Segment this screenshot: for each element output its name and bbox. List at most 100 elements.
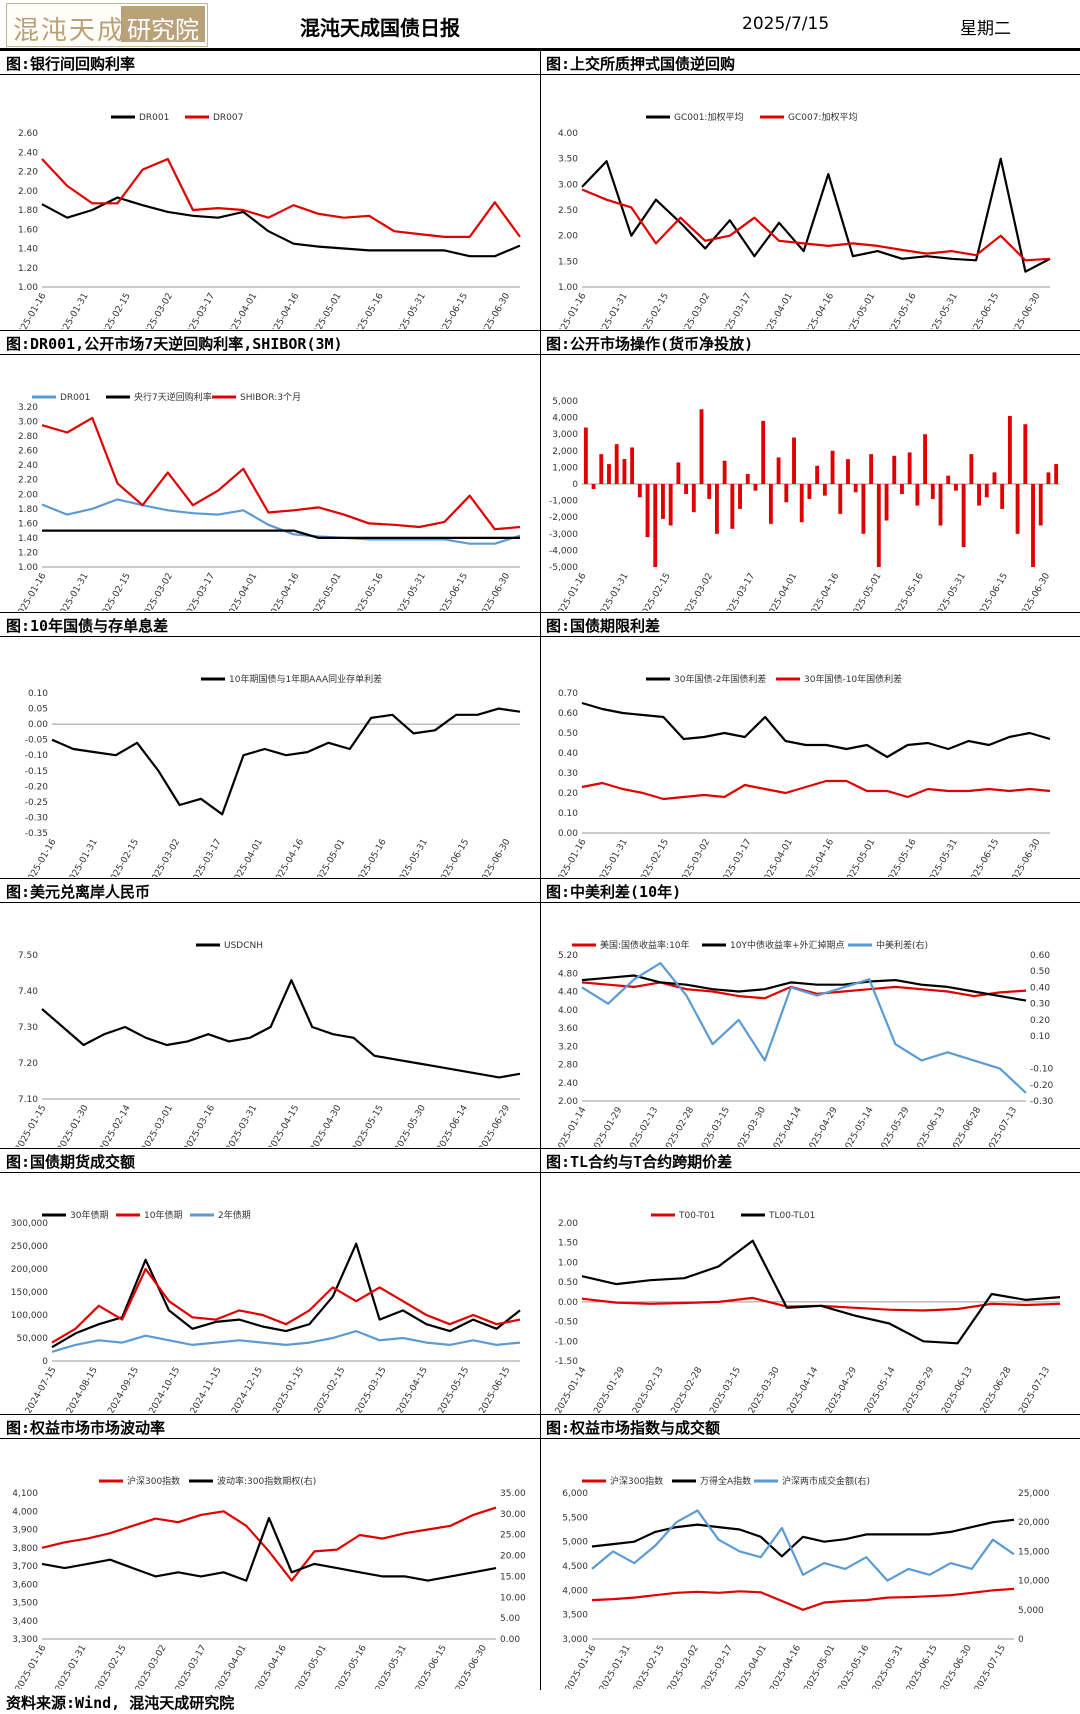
bar (707, 484, 712, 499)
y2-tick-label: 0.60 (1030, 951, 1050, 961)
bar (614, 444, 619, 484)
title-divider (0, 1172, 1080, 1173)
x-tick-label: 2025-01-15 (271, 1366, 306, 1414)
row-divider (0, 330, 1080, 331)
y-tick-label: 0.60 (558, 709, 578, 719)
bar (961, 484, 966, 548)
chart-container: 6,000 5,500 5,000 4,500 4,000 3,500 3,000 25,00… (540, 1439, 1080, 1694)
bar (830, 450, 835, 484)
y-tick-label: 50,000 (17, 1334, 49, 1344)
bar (977, 484, 981, 506)
legend-label: T00-T01 (678, 1211, 715, 1221)
x-tick-label: 2025-01-16 (14, 571, 49, 611)
series-line (591, 1518, 1015, 1558)
x-tick-label: 2025-05-01 (294, 1644, 329, 1690)
bar (784, 484, 789, 503)
chart-container: 5,000 4,000 3,000 2,000 1,000 0 -1,000 -2,000 -3… (540, 355, 1080, 622)
y-tick-label: 3,700 (12, 1562, 38, 1572)
y-tick-label: 2.40 (18, 148, 38, 158)
series-line (51, 1267, 521, 1344)
y-tick-label: 1.00 (18, 283, 38, 293)
x-tick-label: 2025-01-31 (598, 1644, 633, 1690)
x-tick-label: 2025-05-16 (351, 571, 386, 611)
y2-tick-label: 15,000 (1018, 1547, 1050, 1557)
y2-tick-label: 0.00 (500, 1635, 520, 1645)
bar (684, 484, 689, 494)
y-tick-label: 1.50 (558, 257, 578, 267)
bar (792, 437, 796, 484)
x-tick-label: 2025-02-13 (626, 1106, 661, 1148)
x-tick-label: 2025-02-15 (313, 1366, 348, 1414)
y-tick-label: 0.05 (28, 705, 48, 715)
x-tick-label: 2025-03-16 (182, 1103, 217, 1147)
y2-tick-label: -0.30 (1030, 1097, 1054, 1107)
y-tick-label: -0.10 (25, 751, 49, 761)
x-tick-label: 2025-05-31 (925, 292, 960, 330)
bar (653, 484, 658, 567)
y-tick-label: 2.60 (18, 129, 38, 139)
series-line (581, 157, 1051, 273)
y2-tick-label: 20.00 (500, 1552, 526, 1562)
legend-label: 30年债期 (70, 1209, 108, 1221)
column-divider (540, 50, 541, 1690)
x-tick-label: 2025-03-30 (733, 1105, 768, 1147)
y-tick-label: 3.20 (18, 403, 38, 413)
report-title: 混沌天成国债日报 (300, 16, 460, 40)
x-tick-label: 2025-05-16 (354, 837, 389, 877)
x-tick-label: 2025-01-31 (54, 1644, 89, 1690)
x-tick-label: 2025-05-14 (841, 1105, 876, 1147)
y2-tick-label: 0.40 (1030, 983, 1050, 993)
panel-title: 图:银行间回购利率 (6, 55, 136, 73)
x-tick-label: 2025-05-29 (902, 1365, 937, 1413)
x-tick-label: 2025-01-29 (592, 1365, 627, 1413)
y-tick-label: -4,000 (549, 546, 578, 556)
row-divider (0, 1414, 1080, 1415)
x-tick-label: 2025-05-16 (891, 571, 926, 611)
x-tick-label: 2025-04-01 (214, 1644, 249, 1690)
y2-tick-label: -0.10 (1030, 1065, 1054, 1075)
bar (1000, 484, 1005, 509)
y-tick-label: -1.00 (555, 1337, 579, 1347)
row-divider (0, 612, 1080, 613)
y-tick-label: 0.70 (558, 689, 578, 699)
y-tick-label: 4.00 (558, 129, 578, 139)
x-tick-label: 2025-06-13 (913, 1106, 948, 1148)
x-tick-label: 2025-04-15 (395, 1366, 430, 1414)
x-tick-label: 2025-06-15 (414, 1644, 449, 1690)
x-tick-label: 2025-01-16 (24, 837, 59, 877)
y2-tick-label: 0.30 (1030, 1000, 1050, 1010)
legend-label: 沪深两市成交金额(右) (782, 1475, 870, 1487)
x-tick-label: 2025-03-17 (722, 572, 757, 612)
series-line (581, 1239, 1061, 1345)
series-line (41, 196, 521, 258)
y-tick-label: 0.00 (558, 1298, 578, 1308)
bar (599, 454, 604, 484)
y-tick-label: 2,000 (552, 447, 578, 457)
y-tick-label: 200,000 (11, 1265, 48, 1275)
y-tick-label: 2.20 (18, 168, 38, 178)
y2-tick-label: 20,000 (1018, 1518, 1050, 1528)
y-tick-label: 0 (572, 480, 578, 490)
chart-container: 2.00 1.50 1.00 0.50 0.00 -0.50 -1.00 -1.50 2025-… (540, 1173, 1080, 1416)
x-tick-label: 2025-06-15 (436, 838, 471, 878)
chart-container: 4,100 4,000 3,900 3,800 3,700 3,600 3,500 3,400… (0, 1439, 540, 1694)
x-tick-label: 2025-01-31 (595, 292, 630, 330)
x-tick-label: 2025-06-30 (1008, 837, 1043, 877)
bar (815, 465, 820, 484)
bar (923, 434, 928, 484)
y-tick-label: -1,000 (549, 497, 578, 507)
x-tick-label: 2024-12-15 (230, 1366, 265, 1414)
x-tick-label: 2025-05-01 (309, 292, 344, 330)
bar (869, 454, 874, 484)
bar (668, 484, 673, 526)
x-tick-label: 2025-02-15 (98, 292, 133, 330)
x-tick-label: 2025-04-01 (230, 838, 265, 878)
legend-label: 沪深300指数 (610, 1475, 663, 1487)
y-tick-label: 0.40 (558, 749, 578, 759)
title-divider (0, 354, 1080, 355)
x-tick-label: 2025-02-14 (98, 1103, 133, 1147)
x-tick-label: 2025-06-30 (1017, 571, 1052, 611)
x-tick-label: 2025-01-14 (554, 1105, 589, 1147)
x-tick-label: 2025-04-01 (225, 292, 260, 330)
y-tick-label: 150,000 (11, 1288, 48, 1298)
